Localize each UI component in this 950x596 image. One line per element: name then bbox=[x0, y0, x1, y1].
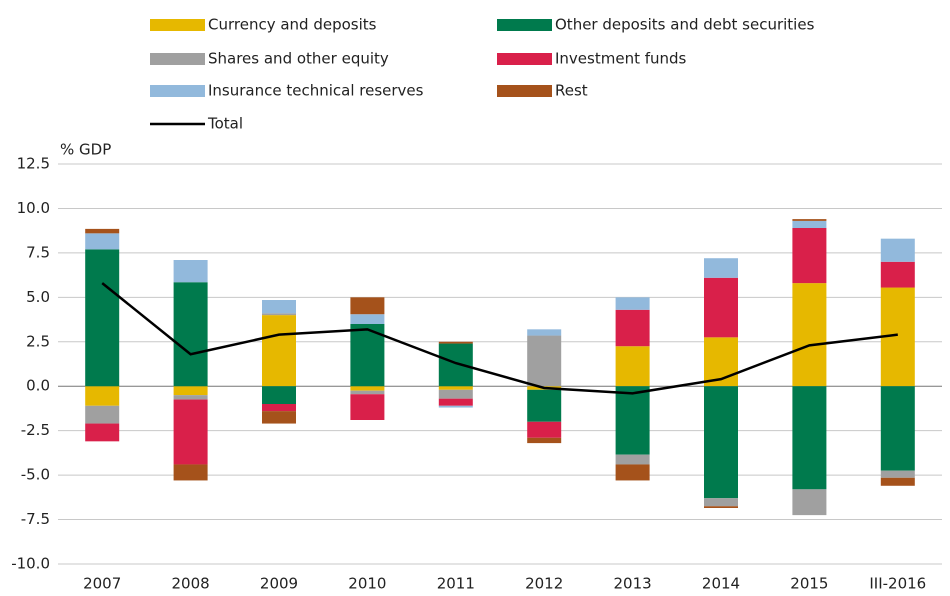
bar-segment bbox=[85, 423, 120, 442]
bar-segment bbox=[615, 309, 650, 347]
y-tick-label: 5.0 bbox=[26, 288, 50, 306]
x-tick-label: 2011 bbox=[437, 575, 475, 593]
bar-segment bbox=[704, 386, 738, 499]
x-tick-label: 2015 bbox=[790, 575, 828, 593]
x-tick-label: 2009 bbox=[260, 575, 298, 593]
bar-segment bbox=[792, 220, 827, 228]
bar-segment bbox=[527, 437, 562, 444]
bar-segment bbox=[880, 386, 915, 471]
x-tick-label: 2014 bbox=[702, 575, 740, 593]
legend-label: Rest bbox=[555, 82, 588, 100]
bar-segment bbox=[880, 470, 915, 478]
legend-label: Insurance technical reserves bbox=[208, 82, 424, 100]
legend-label: Other deposits and debt securities bbox=[555, 16, 815, 34]
legend-swatch bbox=[150, 19, 205, 31]
y-tick-label: -5.0 bbox=[21, 466, 50, 484]
y-axis-label: % GDP bbox=[60, 141, 111, 159]
bar-segment bbox=[792, 228, 827, 284]
legend-swatch bbox=[497, 53, 552, 65]
bar-segment bbox=[262, 404, 296, 412]
bar-segment bbox=[350, 390, 385, 395]
bar-segment bbox=[85, 228, 120, 234]
bar-segment bbox=[438, 341, 473, 344]
bar-segment bbox=[615, 346, 650, 387]
bar-segment bbox=[527, 421, 562, 438]
bar-segment bbox=[792, 219, 827, 221]
bar-segment bbox=[262, 315, 296, 387]
y-tick-label: 12.5 bbox=[17, 155, 50, 173]
bar-segment bbox=[880, 261, 915, 288]
legend-swatch bbox=[150, 85, 205, 97]
legend-label: Investment funds bbox=[555, 50, 687, 68]
bar-segment bbox=[85, 405, 120, 424]
x-tick-label: 2013 bbox=[614, 575, 652, 593]
bar-segment bbox=[350, 394, 385, 420]
y-tick-label: 0.0 bbox=[26, 377, 50, 395]
bar-segment bbox=[85, 249, 120, 387]
y-tick-label: 10.0 bbox=[17, 199, 50, 217]
bar-segment bbox=[880, 238, 915, 262]
bar-segment bbox=[438, 405, 473, 408]
bar-segment bbox=[262, 300, 296, 314]
bar-segment bbox=[350, 314, 385, 324]
x-tick-label: 2008 bbox=[172, 575, 210, 593]
bar-segment bbox=[615, 464, 650, 481]
legend-swatch bbox=[497, 19, 552, 31]
bar-segment bbox=[262, 313, 296, 316]
bar-segment bbox=[438, 386, 473, 390]
bar-segment bbox=[438, 398, 473, 406]
bar-segment bbox=[792, 283, 827, 387]
legend-swatch bbox=[150, 53, 205, 65]
x-tick-label: 2012 bbox=[525, 575, 563, 593]
bar-segment bbox=[704, 258, 738, 278]
bar-segment bbox=[173, 282, 208, 387]
bar-segment bbox=[615, 297, 650, 310]
bar-segment bbox=[615, 454, 650, 465]
bar-segment bbox=[350, 386, 385, 391]
bar-segment bbox=[704, 506, 738, 508]
bar-segment bbox=[527, 335, 562, 387]
bar-segment bbox=[173, 399, 208, 465]
bar-segment bbox=[438, 389, 473, 399]
bar-segment bbox=[173, 386, 208, 396]
bar-segment bbox=[704, 498, 738, 507]
bar-segment bbox=[792, 489, 827, 516]
bar-segment bbox=[880, 477, 915, 486]
bar-segment bbox=[173, 395, 208, 400]
bar-segment bbox=[262, 411, 296, 424]
bar-segment bbox=[704, 277, 738, 338]
bar-segment bbox=[85, 386, 120, 406]
y-tick-label: -2.5 bbox=[21, 421, 50, 439]
x-tick-label: 2010 bbox=[348, 575, 386, 593]
y-tick-label: -10.0 bbox=[11, 555, 50, 573]
bar-segment bbox=[350, 297, 385, 315]
y-tick-label: -7.5 bbox=[21, 510, 50, 528]
bar-segment bbox=[792, 386, 827, 490]
x-tick-label: III-2016 bbox=[869, 575, 926, 593]
bar-segment bbox=[438, 343, 473, 387]
bar-segment bbox=[173, 464, 208, 481]
legend-label: Currency and deposits bbox=[208, 16, 377, 34]
y-tick-label: 7.5 bbox=[26, 243, 50, 261]
bar-segment bbox=[527, 329, 562, 336]
legend-swatch bbox=[497, 85, 552, 97]
legend-label: Total bbox=[207, 115, 243, 133]
bar-segment bbox=[262, 386, 296, 404]
y-tick-label: 2.5 bbox=[26, 332, 50, 350]
bar-segment bbox=[85, 233, 120, 250]
bar-segment bbox=[173, 260, 208, 283]
bar-segment bbox=[615, 386, 650, 455]
bar-segment bbox=[527, 389, 562, 422]
total-line bbox=[101, 282, 898, 395]
x-tick-label: 2007 bbox=[83, 575, 121, 593]
legend-label: Shares and other equity bbox=[208, 50, 389, 68]
